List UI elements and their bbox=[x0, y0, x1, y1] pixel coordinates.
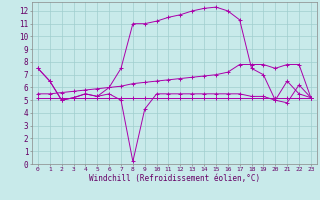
X-axis label: Windchill (Refroidissement éolien,°C): Windchill (Refroidissement éolien,°C) bbox=[89, 174, 260, 183]
